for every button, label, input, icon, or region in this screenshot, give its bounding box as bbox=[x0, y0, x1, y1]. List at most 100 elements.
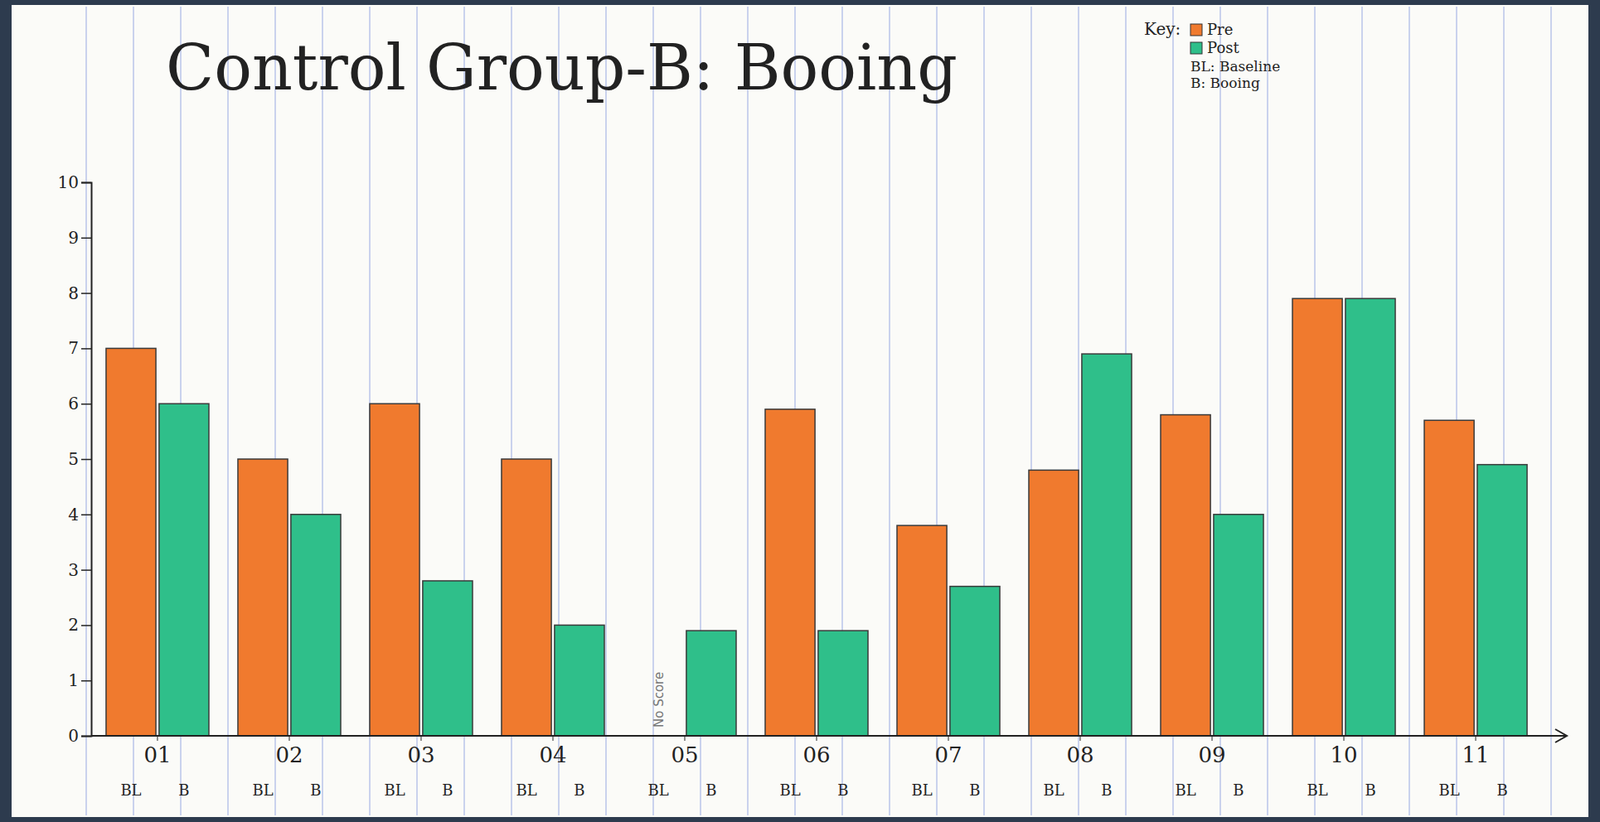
y-tick: 4 bbox=[67, 504, 92, 525]
paper-line bbox=[746, 6, 748, 816]
y-tick-mark bbox=[81, 625, 92, 627]
paper-line bbox=[888, 6, 890, 816]
paper-line bbox=[85, 6, 87, 816]
legend-swatch bbox=[1190, 24, 1203, 36]
bar bbox=[1424, 420, 1474, 737]
y-tick: 10 bbox=[58, 172, 92, 193]
x-tick: 09 bbox=[1197, 736, 1226, 768]
bar-tag: B bbox=[441, 781, 453, 800]
title: Control Group-B: Booing bbox=[165, 30, 958, 105]
y-axis-line bbox=[81, 183, 93, 737]
y-tick: 7 bbox=[67, 338, 92, 359]
bar-tag: B bbox=[1100, 781, 1112, 800]
x-tick-label: 03 bbox=[407, 742, 435, 768]
bar-tag: B bbox=[969, 781, 980, 800]
bar-tags: BLBBLBBLBBLBBLBBLBBLBBLBBLBBLBBLB bbox=[120, 781, 1508, 800]
legend-swatch bbox=[1190, 42, 1203, 54]
x-tick-label: 10 bbox=[1329, 742, 1358, 768]
x-tick: 04 bbox=[538, 736, 567, 768]
x-tick-label: 02 bbox=[275, 742, 303, 768]
x-tick-label: 08 bbox=[1066, 742, 1094, 768]
bar bbox=[501, 459, 552, 737]
x-tick: 11 bbox=[1461, 736, 1489, 768]
bar-tag: B bbox=[310, 781, 321, 800]
bar bbox=[1160, 415, 1211, 737]
x-tick-label: 11 bbox=[1461, 742, 1489, 768]
y-tick: 3 bbox=[67, 560, 92, 581]
y-tick-label: 3 bbox=[67, 560, 79, 581]
y-tick-label: 6 bbox=[67, 393, 79, 414]
x-tick: 06 bbox=[802, 736, 830, 768]
x-tick-label: 06 bbox=[802, 742, 830, 768]
x-tick: 01 bbox=[143, 736, 171, 768]
y-tick-mark bbox=[81, 292, 92, 295]
y-tick-mark bbox=[81, 348, 92, 350]
bar bbox=[290, 514, 341, 737]
legend: Key: PrePostBL: BaselineB: Booing bbox=[1144, 19, 1280, 92]
bar bbox=[765, 409, 815, 737]
annotation: No Score bbox=[651, 672, 667, 728]
y-tick-mark bbox=[81, 182, 92, 185]
paper-line bbox=[605, 6, 607, 816]
x-tick: 08 bbox=[1066, 736, 1094, 768]
bar-tag: BL bbox=[252, 781, 273, 800]
bar bbox=[686, 630, 737, 737]
x-tick: 05 bbox=[670, 736, 699, 768]
x-tick-label: 09 bbox=[1197, 742, 1226, 768]
bar bbox=[1292, 298, 1343, 737]
paper-line bbox=[1266, 6, 1268, 816]
y-tick: 2 bbox=[67, 615, 92, 636]
legend-label: Pre bbox=[1207, 20, 1233, 39]
y-tick: 6 bbox=[67, 393, 92, 414]
bar-tag: BL bbox=[647, 781, 669, 800]
x-tick: 07 bbox=[934, 736, 962, 768]
bar-tag: B bbox=[705, 781, 717, 800]
bar-tag: BL bbox=[1042, 781, 1064, 800]
legend-note: B: Booing bbox=[1190, 74, 1261, 92]
y-tick-mark bbox=[81, 403, 92, 406]
bars bbox=[106, 298, 1528, 737]
bar bbox=[1477, 465, 1528, 737]
bar bbox=[896, 525, 947, 737]
bar-tag: B bbox=[837, 781, 849, 800]
bar-tag: B bbox=[1232, 781, 1244, 800]
y-tick-mark bbox=[81, 459, 92, 461]
y-tick-label: 10 bbox=[58, 172, 79, 193]
y-tick-label: 9 bbox=[67, 227, 79, 248]
legend-label: Post bbox=[1207, 38, 1240, 57]
bar bbox=[554, 625, 605, 737]
x-tick-label: 07 bbox=[934, 742, 962, 768]
bar-tag: BL bbox=[1174, 781, 1196, 800]
bar-tag: BL bbox=[779, 781, 800, 800]
bar-tag: BL bbox=[1438, 781, 1460, 800]
bar-tag: BL bbox=[1306, 781, 1328, 800]
x-tick: 10 bbox=[1329, 736, 1358, 768]
bar-tag: B bbox=[178, 781, 190, 800]
bar bbox=[369, 403, 420, 737]
bar-tag: B bbox=[1496, 781, 1508, 800]
bar-tag: BL bbox=[515, 781, 537, 800]
y-tick: 1 bbox=[67, 670, 92, 691]
bar-tag: B bbox=[1364, 781, 1376, 800]
y-tick-label: 7 bbox=[67, 338, 79, 359]
bar bbox=[1028, 470, 1079, 737]
y-tick-mark bbox=[81, 237, 92, 240]
legend-title: Key: bbox=[1144, 19, 1181, 39]
x-axis-line bbox=[91, 735, 1567, 737]
x-tick-label: 05 bbox=[670, 742, 699, 768]
paper-line bbox=[227, 6, 228, 816]
y-tick: 5 bbox=[67, 449, 92, 470]
y-tick-label: 1 bbox=[67, 670, 79, 691]
y-axis: 012345678910 bbox=[58, 172, 93, 747]
legend-note: BL: Baseline bbox=[1190, 58, 1280, 75]
x-tick-label: 01 bbox=[143, 742, 171, 768]
bar bbox=[1345, 298, 1396, 737]
y-tick-mark bbox=[81, 736, 92, 738]
bar-tag: BL bbox=[911, 781, 932, 800]
bar bbox=[237, 459, 288, 737]
bar bbox=[106, 348, 156, 737]
y-tick-label: 2 bbox=[67, 615, 79, 636]
y-tick: 0 bbox=[67, 726, 92, 747]
bar bbox=[422, 581, 473, 737]
x-axis-arrow bbox=[1555, 729, 1567, 743]
